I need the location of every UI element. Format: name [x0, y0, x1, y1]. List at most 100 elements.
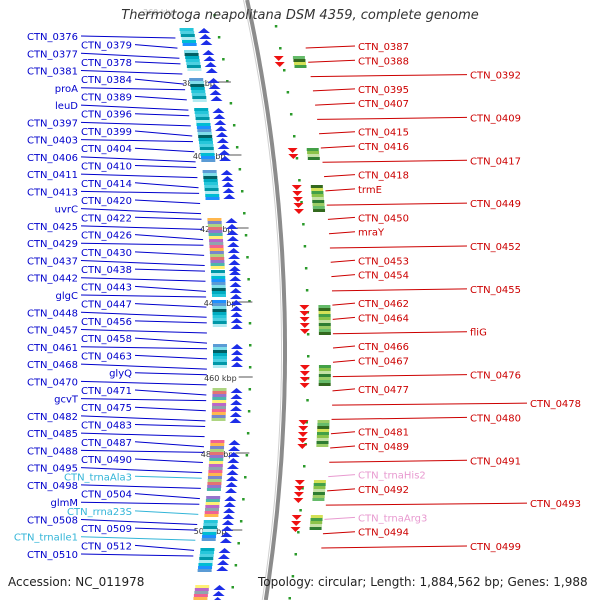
- gene-label-ctn-0471: CTN_0471: [81, 386, 207, 397]
- gene-feature-left: [182, 43, 197, 46]
- gene-feature-left: [207, 221, 222, 224]
- gene-label-text: CTN_0396: [81, 110, 132, 121]
- gene-feature-right: [317, 420, 330, 423]
- gene-feature-left: [205, 499, 220, 502]
- leader-line: [80, 35, 176, 39]
- gene-label-text: CTN_0411: [27, 170, 78, 181]
- gene-feature-left: [202, 173, 217, 176]
- gene-feature-left: [202, 532, 217, 535]
- gene-feature-left: [195, 114, 210, 117]
- gene-feature-left: [190, 87, 205, 90]
- gene-arrow-left: [213, 585, 226, 590]
- gene-feature-right: [313, 209, 326, 212]
- gene-feature-left: [210, 440, 225, 443]
- gene-feature-right: [318, 317, 331, 320]
- gene-label-ctn-0512: CTN_0512: [81, 541, 195, 552]
- tick-mark-right: [306, 399, 309, 402]
- gene-label-ctn-0392: CTN_0392: [310, 71, 521, 82]
- gene-arrow-left: [209, 90, 222, 95]
- leader-line: [134, 234, 204, 241]
- leader-line: [134, 95, 187, 101]
- gene-label-text: CTN_0377: [27, 49, 78, 60]
- gene-feature-left: [187, 68, 202, 71]
- gene-label-ctn-0504: CTN_0504: [81, 490, 200, 501]
- gene-label-gcvt: gcvT: [54, 395, 207, 406]
- gene-label-text: CTN_0448: [27, 308, 78, 319]
- tick-mark-right: [289, 113, 293, 116]
- leader-line: [134, 61, 181, 65]
- gene-arrow-right: [274, 62, 285, 67]
- tick-mark-right: [302, 223, 305, 226]
- gene-arrow-left: [230, 300, 243, 305]
- gene-feature-left: [195, 585, 210, 588]
- leader-line: [134, 458, 203, 464]
- gene-label-text: CTN_0392: [470, 71, 521, 82]
- gene-arrow-left: [205, 68, 218, 73]
- gene-label-ctn-0470: CTN_0470: [27, 377, 207, 388]
- gene-feature-left: [209, 245, 224, 248]
- gene-label-ctn-0387: CTN_0387: [305, 42, 409, 53]
- gene-label-ctn-0466: CTN_0466: [332, 342, 409, 353]
- gene-label-text: CTN_0482: [27, 412, 78, 423]
- gene-arrow-left: [229, 276, 242, 281]
- gene-arrow-right: [297, 432, 308, 437]
- gene-label-text: CTN_0456: [81, 317, 132, 328]
- tick-mark-right: [291, 575, 295, 578]
- gene-feature-left: [211, 415, 226, 418]
- gene-arrow-right: [298, 420, 309, 425]
- leader-line: [332, 402, 528, 406]
- gene-arrow-right: [299, 323, 310, 328]
- gene-arrow-left: [219, 156, 232, 161]
- gene-label-text: CTN_0508: [27, 515, 78, 526]
- gene-label-text: CTN_0485: [27, 429, 78, 440]
- gene-label-ctn-0420: CTN_0420: [81, 196, 201, 207]
- gene-arrow-left: [227, 452, 240, 457]
- gene-feature-right: [312, 206, 325, 209]
- gene-arrow-left: [230, 356, 243, 361]
- gene-arrow-left: [228, 270, 241, 275]
- gene-arrow-right: [297, 438, 308, 443]
- gene-feature-left: [196, 120, 211, 123]
- gene-feature-right: [307, 151, 320, 154]
- gene-feature-right: [310, 521, 323, 524]
- gene-label-text: CTN_0409: [470, 113, 521, 124]
- tick-mark-left: [248, 300, 251, 303]
- gene-feature-left: [212, 362, 227, 365]
- gene-feature-left: [196, 123, 211, 126]
- gene-label-ctn-0409: CTN_0409: [317, 113, 521, 124]
- gene-label-ctn-0429: CTN_0429: [27, 239, 204, 250]
- gene-label-ctn-0490: CTN_0490: [81, 455, 203, 466]
- gene-label-ctn-0508: CTN_0508: [27, 515, 198, 526]
- leader-line: [331, 288, 468, 292]
- gene-label-ctn-0455: CTN_0455: [331, 285, 521, 296]
- gene-feature-left: [210, 446, 225, 449]
- gene-label-ctn-0442: CTN_0442: [27, 274, 206, 285]
- gene-feature-left: [198, 560, 213, 563]
- gene-label-ctn-0478: CTN_0478: [332, 399, 581, 410]
- gene-label-ctn-0447: CTN_0447: [81, 300, 207, 311]
- gene-arrow-left: [218, 548, 231, 553]
- leader-line: [134, 406, 206, 412]
- gene-feature-left: [212, 365, 227, 368]
- tick-mark-left: [234, 564, 238, 567]
- gene-label-text: CTN_0426: [81, 231, 132, 242]
- leader-line: [134, 544, 195, 551]
- gene-label-ctn-0430: CTN_0430: [81, 248, 205, 259]
- gene-label-text: CTN_0438: [81, 265, 132, 276]
- gene-feature-left: [211, 418, 226, 421]
- gene-label-glmm: glmM: [51, 498, 200, 509]
- gene-feature-right: [316, 441, 329, 444]
- gene-feature-left: [211, 412, 226, 415]
- gene-feature-left: [200, 548, 215, 551]
- gene-label-text: CTN_0388: [358, 56, 409, 67]
- leader-line: [134, 475, 202, 479]
- leader-line: [330, 445, 356, 449]
- gene-label-text: CTN_0463: [81, 351, 132, 362]
- gene-arrow-left: [225, 218, 238, 223]
- gene-arrow-left: [207, 78, 220, 83]
- gene-label-ctn-0389: CTN_0389: [81, 92, 187, 103]
- gene-feature-right: [318, 323, 331, 326]
- gene-label-ctn-0494: CTN_0494: [322, 528, 409, 539]
- leader-line: [80, 259, 205, 266]
- gene-label-text: CTN_0452: [470, 242, 521, 253]
